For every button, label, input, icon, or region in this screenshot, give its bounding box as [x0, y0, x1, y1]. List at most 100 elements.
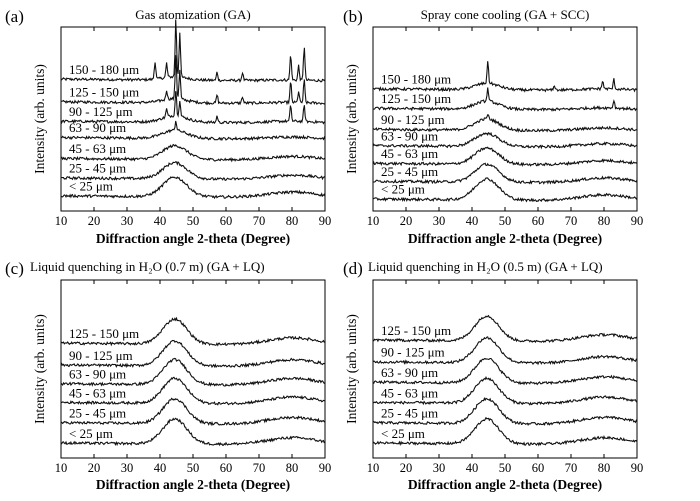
- panel-b: (b) Spray cone cooling (GA + SCC) 150 - …: [343, 7, 643, 246]
- panel-d-tag: (d): [343, 259, 363, 278]
- x-tick-label: 50: [499, 461, 512, 475]
- panel-c-y-axis-label: Intensity (arb. units): [32, 314, 47, 424]
- series-label: 150 - 180 μm: [69, 62, 139, 77]
- series-label: < 25 μm: [69, 426, 113, 441]
- series-label: 63 - 90 μm: [381, 365, 438, 380]
- series-label: 125 - 150 μm: [381, 323, 451, 338]
- panel-b-x-axis-label: Diffraction angle 2-theta (Degree): [408, 231, 602, 246]
- series-label: 25 - 45 μm: [381, 164, 438, 179]
- xrd-trace: [60, 376, 326, 406]
- series-label: 125 - 150 μm: [69, 326, 139, 341]
- panel-c-x-axis-label: Diffraction angle 2-theta (Degree): [96, 477, 290, 492]
- series-label: < 25 μm: [69, 178, 113, 193]
- series-label: 125 - 150 μm: [69, 85, 139, 100]
- series-label: 45 - 63 μm: [381, 385, 438, 400]
- x-tick-label: 50: [499, 214, 512, 228]
- series-label: 90 - 125 μm: [381, 112, 445, 127]
- series-label: 90 - 125 μm: [69, 104, 133, 119]
- panel-c-plot: 125 - 150 μm 90 - 125 μm 63 - 90 μm 45 - 63…: [60, 316, 326, 447]
- x-tick-label: 70: [565, 214, 578, 228]
- xrd-trace: [61, 160, 326, 182]
- panel-d-x-axis-label: Diffraction angle 2-theta (Degree): [408, 477, 602, 492]
- series-label: 63 - 90 μm: [69, 367, 126, 382]
- series-label: 63 - 90 μm: [69, 120, 126, 135]
- x-tick-label: 60: [532, 214, 545, 228]
- x-tick-label: 10: [367, 214, 380, 228]
- xrd-trace: [60, 417, 326, 447]
- panel-c-tag: (c): [5, 259, 24, 278]
- series-label: 63 - 90 μm: [381, 128, 438, 143]
- x-tick-label: 60: [220, 461, 233, 475]
- xrd-trace: [60, 19, 326, 84]
- panel-a-title: Gas atomization (GA): [135, 7, 251, 22]
- x-tick-label: 20: [400, 214, 413, 228]
- x-tick-label: 30: [433, 461, 446, 475]
- panel-a-x-ticks: 10 20 30 40 50 60 70 80 90: [55, 27, 331, 228]
- series-label: 150 - 180 μm: [381, 72, 451, 87]
- xrd-trace: [60, 339, 326, 369]
- xrd-trace: [60, 143, 326, 163]
- panel-d-plot: 125 - 150 μm 90 - 125 μm 63 - 90 μm 45 - 63…: [372, 314, 638, 447]
- series-label: 45 - 63 μm: [69, 141, 126, 156]
- x-tick-label: 30: [121, 214, 134, 228]
- x-tick-label: 50: [187, 461, 200, 475]
- xrd-trace: [372, 61, 638, 93]
- xrd-trace: [372, 357, 638, 386]
- x-tick-label: 20: [88, 214, 101, 228]
- x-tick-label: 60: [220, 214, 233, 228]
- series-label: 45 - 63 μm: [69, 385, 126, 400]
- xrd-trace: [60, 176, 326, 200]
- xrd-trace: [372, 162, 638, 185]
- x-tick-label: 10: [55, 214, 68, 228]
- x-tick-label: 60: [532, 461, 545, 475]
- x-tick-label: 50: [187, 214, 200, 228]
- panel-b-tag: (b): [343, 7, 363, 26]
- x-tick-label: 80: [286, 214, 299, 228]
- panel-d-title: Liquid quenching in H₂O (0.5 m) (GA + LQ…: [368, 259, 603, 274]
- x-tick-label: 80: [598, 214, 611, 228]
- x-tick-label: 90: [631, 214, 644, 228]
- xrd-trace: [372, 87, 638, 112]
- xrd-trace: [60, 91, 325, 125]
- xrd-trace: [372, 131, 638, 150]
- xrd-trace: [60, 397, 326, 427]
- x-tick-label: 40: [466, 461, 479, 475]
- xrd-trace: [372, 114, 638, 133]
- x-tick-label: 30: [433, 214, 446, 228]
- panel-a-tag: (a): [5, 7, 24, 26]
- x-tick-label: 40: [154, 214, 167, 228]
- xrd-trace: [372, 375, 638, 406]
- panel-d-y-axis-label: Intensity (arb. units): [344, 314, 359, 424]
- series-label: 90 - 125 μm: [69, 348, 133, 363]
- x-tick-label: 90: [319, 461, 332, 475]
- panel-d: (d) Liquid quenching in H₂O (0.5 m) (GA …: [343, 259, 643, 492]
- xrd-trace: [60, 357, 326, 387]
- xrd-trace: [372, 416, 638, 447]
- xrd-trace: [372, 336, 638, 366]
- x-tick-label: 10: [367, 461, 380, 475]
- x-tick-label: 70: [253, 461, 266, 475]
- series-label: < 25 μm: [381, 426, 425, 441]
- x-tick-label: 70: [565, 461, 578, 475]
- panel-a-y-axis-label: Intensity (arb. units): [32, 64, 47, 174]
- x-tick-label: 80: [286, 461, 299, 475]
- series-label: 45 - 63 μm: [381, 146, 438, 161]
- x-tick-label: 20: [88, 461, 101, 475]
- panel-a: (a) Gas atomization (GA) 150 - 180 μm 125…: [5, 7, 331, 246]
- panel-c-x-ticks: 10 20 30 40 50 60 70 80 90: [55, 280, 332, 475]
- series-label: 25 - 45 μm: [381, 406, 438, 421]
- x-tick-label: 90: [631, 461, 644, 475]
- x-tick-label: 30: [121, 461, 134, 475]
- xrd-trace: [372, 314, 638, 344]
- panel-d-x-ticks: 10 20 30 40 50 60 70 80 90: [367, 280, 644, 475]
- series-label: 125 - 150 μm: [381, 91, 451, 106]
- xrd-trace: [60, 55, 326, 106]
- panel-b-title: Spray cone cooling (GA + SCC): [421, 7, 590, 22]
- x-tick-label: 70: [253, 214, 266, 228]
- series-label: 90 - 125 μm: [381, 345, 445, 360]
- x-tick-label: 10: [55, 461, 68, 475]
- panel-c-title: Liquid quenching in H₂O (0.7 m) (GA + LQ…: [30, 259, 265, 274]
- x-tick-label: 20: [400, 461, 413, 475]
